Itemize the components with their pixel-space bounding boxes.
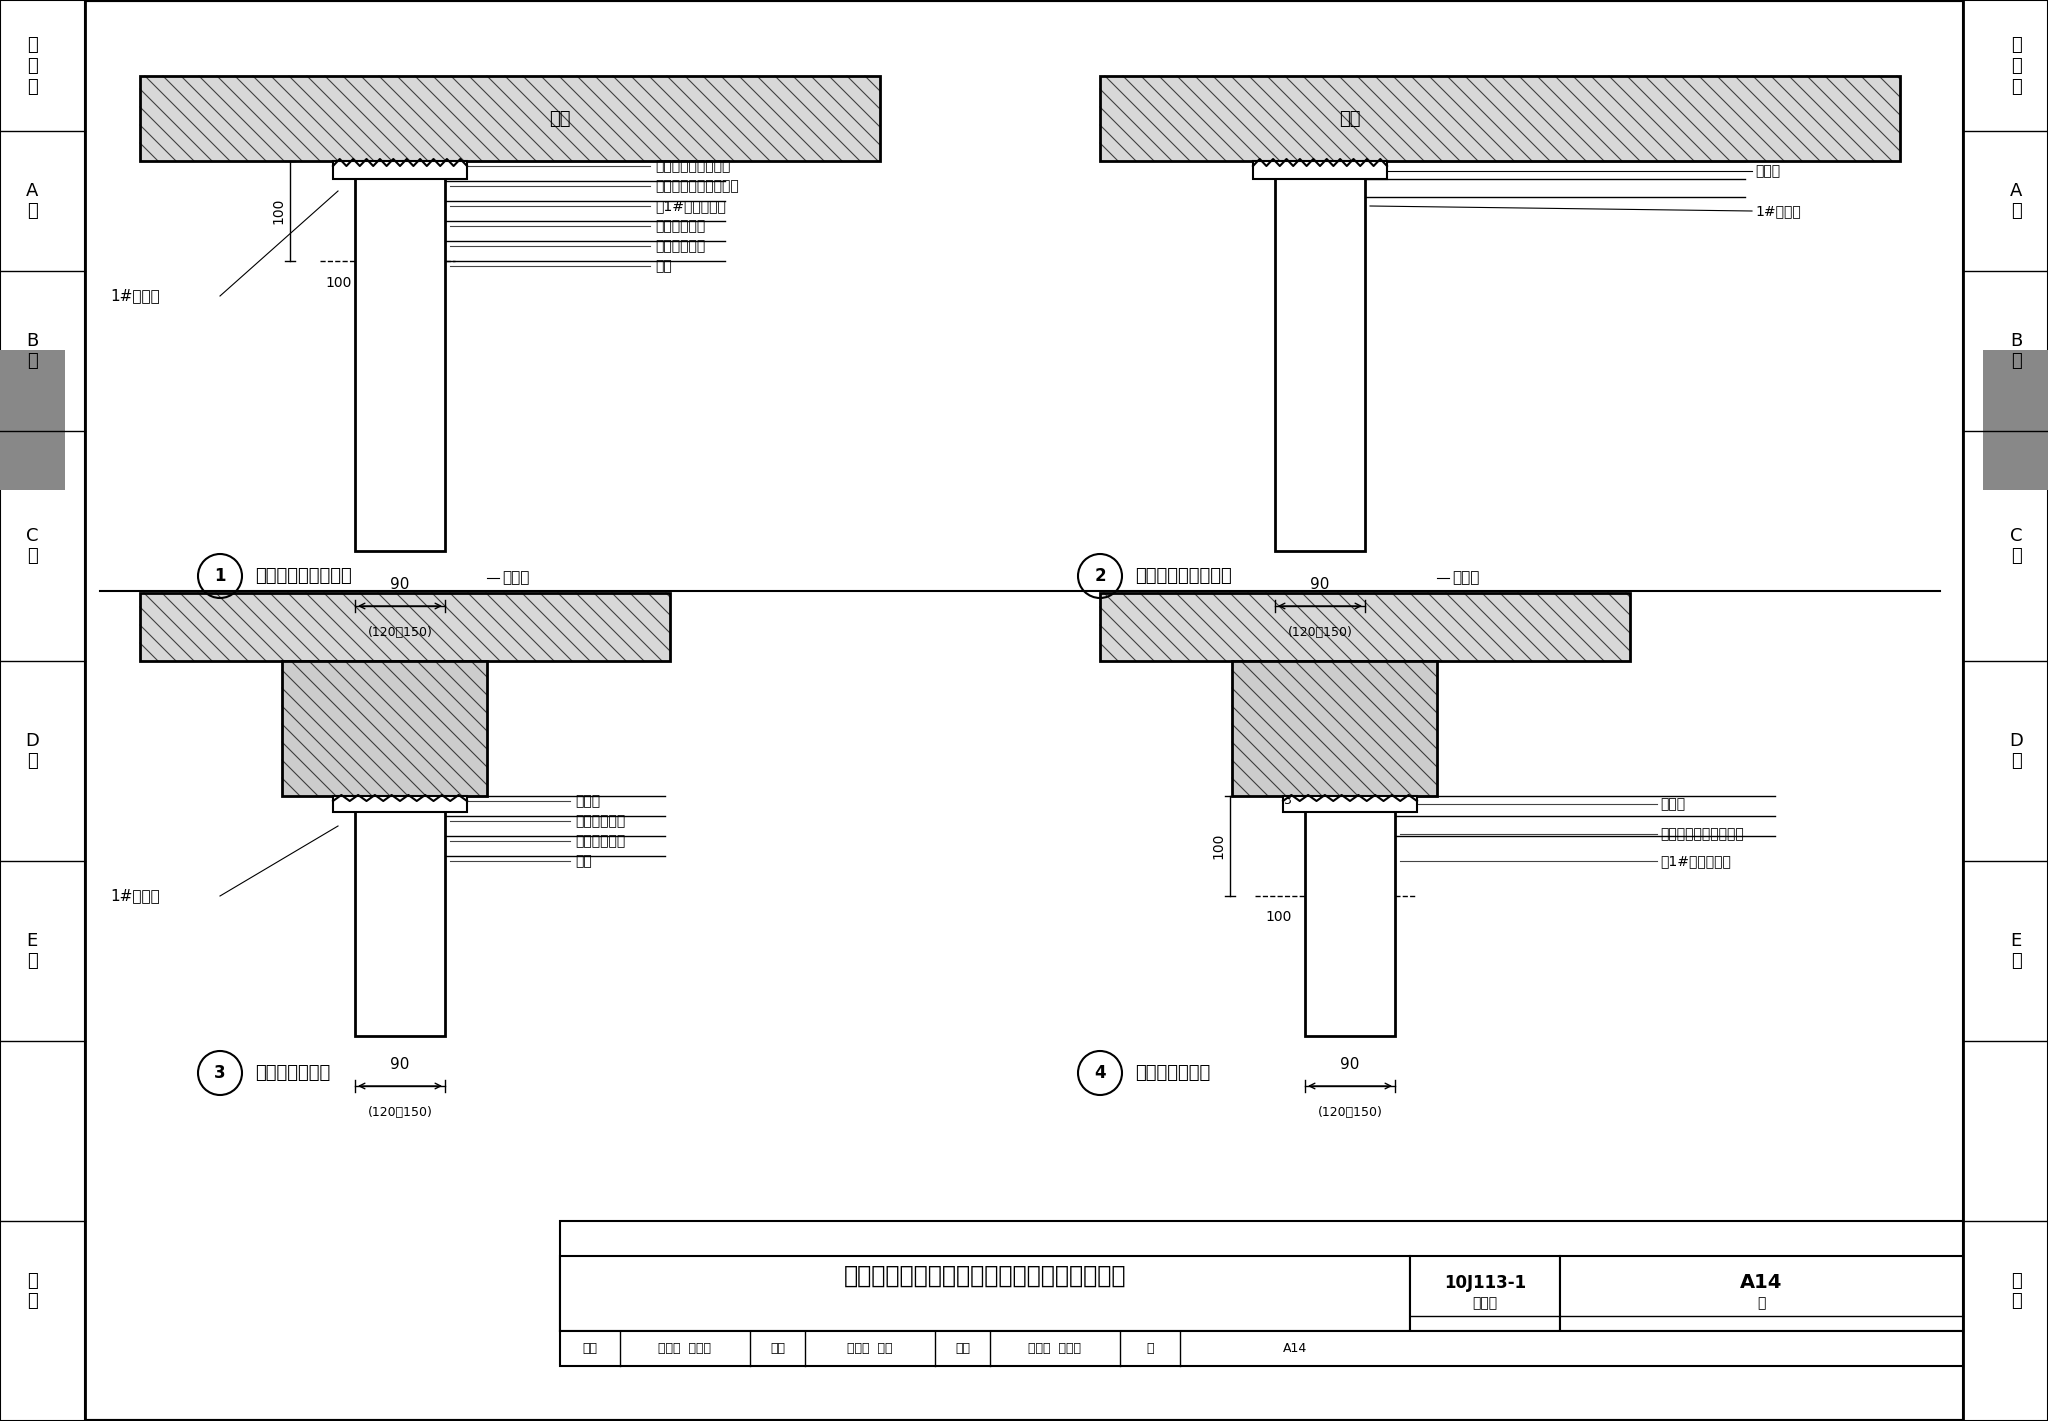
Bar (139, 75, 881, 161)
Text: B
型: B 型 (27, 331, 39, 371)
Text: 条板: 条板 (575, 854, 592, 868)
Text: 用1#粘结剂粘结: 用1#粘结剂粘结 (655, 199, 725, 213)
Text: 90: 90 (391, 577, 410, 593)
Text: 用1#粘结剂粘结: 用1#粘结剂粘结 (1661, 854, 1731, 868)
Bar (1305, 796, 1395, 1036)
Bar (1100, 593, 1630, 661)
Bar (1253, 161, 1386, 179)
Text: 90: 90 (1339, 1057, 1360, 1071)
Bar (0, 350, 66, 490)
Text: 页: 页 (1757, 1296, 1765, 1310)
Text: A
型: A 型 (2009, 182, 2021, 220)
Text: 条板与楼板底面连接: 条板与楼板底面连接 (1135, 567, 1231, 585)
Text: 抹灰层: 抹灰层 (575, 794, 600, 809)
Text: 校对: 校对 (770, 1341, 784, 1354)
Text: 设计: 设计 (954, 1341, 971, 1354)
Text: 4: 4 (1094, 1064, 1106, 1081)
Text: 条板与梁底连接: 条板与梁底连接 (256, 1064, 330, 1081)
Text: 阴角附加玻纤布条一层: 阴角附加玻纤布条一层 (1661, 827, 1743, 841)
Bar (1409, 1256, 1561, 1331)
Text: 楼板: 楼板 (549, 109, 571, 128)
Text: D
型: D 型 (2009, 732, 2023, 770)
Text: 结构梁: 结构梁 (1452, 570, 1479, 585)
Bar (354, 796, 444, 1036)
Text: 10J113-1: 10J113-1 (1444, 1275, 1526, 1292)
Text: A
型: A 型 (27, 182, 39, 220)
Text: D
型: D 型 (25, 732, 39, 770)
Text: 1: 1 (215, 567, 225, 585)
Text: (120，150): (120，150) (1288, 627, 1352, 639)
Text: 附
录: 附 录 (27, 1272, 37, 1310)
Bar (1962, 0, 2048, 1421)
Bar (334, 796, 467, 811)
Bar (139, 593, 670, 661)
Bar (1561, 1256, 1962, 1331)
Text: 图集号: 图集号 (1473, 1296, 1497, 1310)
Text: (120，150): (120，150) (367, 1106, 432, 1118)
Text: C
型: C 型 (27, 527, 39, 566)
Bar (283, 661, 487, 796)
Text: 1#粘结剂: 1#粘结剂 (1755, 205, 1800, 217)
Text: 结构梁: 结构梁 (502, 570, 528, 585)
Bar (559, 1221, 1962, 1331)
Text: 抹灰层: 抹灰层 (1661, 797, 1686, 811)
Text: 轻质材料填孔: 轻质材料填孔 (575, 834, 625, 848)
Text: 100: 100 (1266, 909, 1292, 924)
Text: 韩亚非  李生初: 韩亚非 李生初 (659, 1341, 711, 1354)
Text: 3: 3 (215, 1064, 225, 1081)
Text: 90: 90 (1311, 577, 1329, 593)
Text: 楼板底面刮腻子喷浆: 楼板底面刮腻子喷浆 (655, 159, 731, 173)
Text: 张兰英  佰玖: 张兰英 佰玖 (848, 1341, 893, 1354)
Text: 1#粘结剂: 1#粘结剂 (111, 888, 160, 904)
Bar (559, 1331, 1962, 1366)
Bar (559, 1256, 1409, 1331)
Text: E
型: E 型 (27, 932, 37, 971)
Bar (1282, 796, 1417, 811)
Text: (120，150): (120，150) (367, 627, 432, 639)
Text: 附
录: 附 录 (2011, 1272, 2021, 1310)
Text: A14: A14 (1741, 1273, 1782, 1293)
Text: 条板: 条板 (655, 259, 672, 273)
Text: 1#粘结剂: 1#粘结剂 (111, 288, 160, 304)
Text: 条板与梁底连接: 条板与梁底连接 (1135, 1064, 1210, 1081)
Bar (354, 161, 444, 551)
Text: 楼板: 楼板 (1339, 109, 1360, 128)
Text: 杨小东  杨小东: 杨小东 杨小东 (1028, 1341, 1081, 1354)
Text: 抹灰层: 抹灰层 (1755, 163, 1780, 178)
Text: 阴角附加玻纤布条一层: 阴角附加玻纤布条一层 (655, 179, 739, 193)
Bar (334, 161, 467, 179)
Text: C
型: C 型 (2009, 527, 2021, 566)
Text: 100: 100 (1210, 833, 1225, 860)
Text: 总
说
明: 总 说 明 (2011, 36, 2021, 95)
Text: (120，150): (120，150) (1317, 1106, 1382, 1118)
Text: 100: 100 (270, 198, 285, 225)
Text: 条板与楼板底面连接: 条板与楼板底面连接 (256, 567, 352, 585)
Text: 水泥砂浆填实: 水泥砂浆填实 (575, 814, 625, 828)
Text: E
型: E 型 (2011, 932, 2021, 971)
Text: 3: 3 (1282, 794, 1290, 807)
Bar (1276, 161, 1366, 551)
Text: B
型: B 型 (2009, 331, 2021, 371)
Bar (1233, 661, 1438, 796)
Text: 2: 2 (1094, 567, 1106, 585)
Text: 审核: 审核 (582, 1341, 598, 1354)
Text: 水泥砂浆填实: 水泥砂浆填实 (655, 219, 705, 233)
Text: 轻混凝土、水泥、石膏条板与梁、板连接节点: 轻混凝土、水泥、石膏条板与梁、板连接节点 (844, 1265, 1126, 1287)
Text: 总
说
明: 总 说 明 (27, 36, 37, 95)
Bar (1100, 75, 1901, 161)
Text: 轻质材料填孔: 轻质材料填孔 (655, 239, 705, 253)
Bar (0, 0, 86, 1421)
Bar (1982, 350, 2048, 490)
Text: 90: 90 (391, 1057, 410, 1071)
Text: 100: 100 (326, 276, 352, 290)
Text: 页: 页 (1147, 1341, 1153, 1354)
Text: A14: A14 (1282, 1341, 1307, 1354)
